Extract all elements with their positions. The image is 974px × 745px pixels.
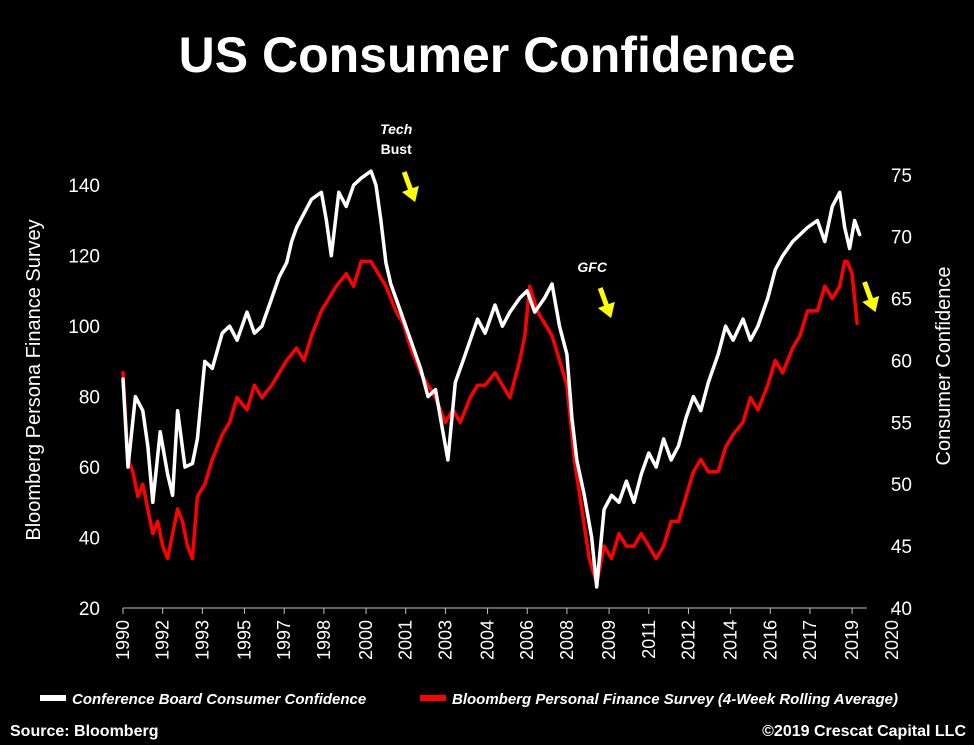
left-tick-label: 20	[79, 599, 100, 620]
arrow-head	[597, 301, 615, 319]
left-tick-label: 140	[68, 176, 100, 197]
x-tick-label: 1997	[274, 620, 294, 660]
x-tick-label: 1998	[314, 620, 334, 660]
legend-label-conference: Conference Board Consumer Confidence	[72, 691, 366, 708]
right-tick-label: 45	[891, 537, 912, 558]
x-tick-label: 2020	[882, 620, 902, 660]
arrow-icon	[401, 171, 419, 203]
x-tick-label: 1993	[192, 620, 212, 660]
right-tick-label: 70	[891, 228, 912, 249]
left-axis-title: Bloomberg Persona Finance Survey	[23, 219, 45, 540]
arrow-head	[862, 295, 880, 313]
right-tick-label: 60	[891, 351, 912, 372]
chart-title: US Consumer Confidence	[179, 27, 796, 83]
series-line-conference-board	[121, 169, 862, 589]
left-tick-label: 120	[68, 247, 100, 268]
arrow-icon	[862, 281, 880, 313]
x-tick-label: 2001	[396, 620, 416, 660]
right-axis-title: Consumer Confidence	[933, 267, 955, 466]
x-tick-label: 1990	[113, 620, 133, 660]
arrow-head	[401, 185, 419, 203]
x-axis: 1990 1992 1993 1995 1997 1998 2000 2001 2003 2004…	[113, 607, 902, 660]
x-tick-label: 1992	[153, 620, 173, 660]
x-tick-label: 2016	[760, 620, 780, 660]
arrow-icon	[597, 287, 615, 319]
right-tick-label: 50	[891, 475, 912, 496]
x-tick-label: 2012	[678, 620, 698, 660]
left-axis-ticks: 20 40 60 80 100 120 140	[68, 176, 100, 620]
series-line-bloomberg	[121, 259, 859, 585]
left-tick-label: 40	[79, 529, 100, 550]
x-tick-label: 2008	[557, 620, 577, 660]
legend: Conference Board Consumer Confidence Blo…	[40, 691, 898, 708]
left-tick-label: 60	[79, 458, 100, 479]
right-tick-label: 40	[891, 599, 912, 620]
x-tick-label: 2000	[356, 620, 376, 660]
left-tick-label: 100	[68, 317, 100, 338]
x-tick-label: 2004	[478, 620, 498, 660]
x-tick-label: 2014	[721, 620, 741, 660]
left-tick-label: 80	[79, 388, 100, 409]
annotation-gfc-label: GFC	[577, 259, 607, 275]
source-text: Source: Bloomberg	[10, 723, 158, 740]
series-layer	[121, 169, 862, 589]
x-tick-label: 2011	[639, 620, 659, 659]
x-tick-label: 2003	[435, 620, 455, 660]
arrow-shaft	[401, 171, 414, 192]
x-tick-label: 2019	[842, 620, 862, 660]
x-tick-label: 2017	[800, 620, 820, 660]
legend-label-bloomberg: Bloomberg Personal Finance Survey (4-Wee…	[452, 691, 898, 708]
right-axis-ticks: 40 45 50 55 60 65 70 75	[891, 166, 912, 620]
x-tick-label: 2009	[599, 620, 619, 660]
arrow-shaft	[862, 281, 874, 302]
annotation-layer: Tech Bust GFC	[380, 121, 880, 319]
x-tick-label: 1995	[235, 620, 255, 660]
right-tick-label: 55	[891, 413, 912, 434]
arrow-shaft	[597, 287, 610, 308]
annotation-tech-bust-label: Tech	[380, 121, 412, 137]
x-tick-label: 2006	[517, 620, 537, 660]
annotation-tech-bust-label: Bust	[381, 141, 412, 157]
right-tick-label: 65	[891, 290, 912, 311]
right-tick-label: 75	[891, 166, 912, 187]
copyright-text: ©2019 Crescat Capital LLC	[762, 723, 966, 740]
